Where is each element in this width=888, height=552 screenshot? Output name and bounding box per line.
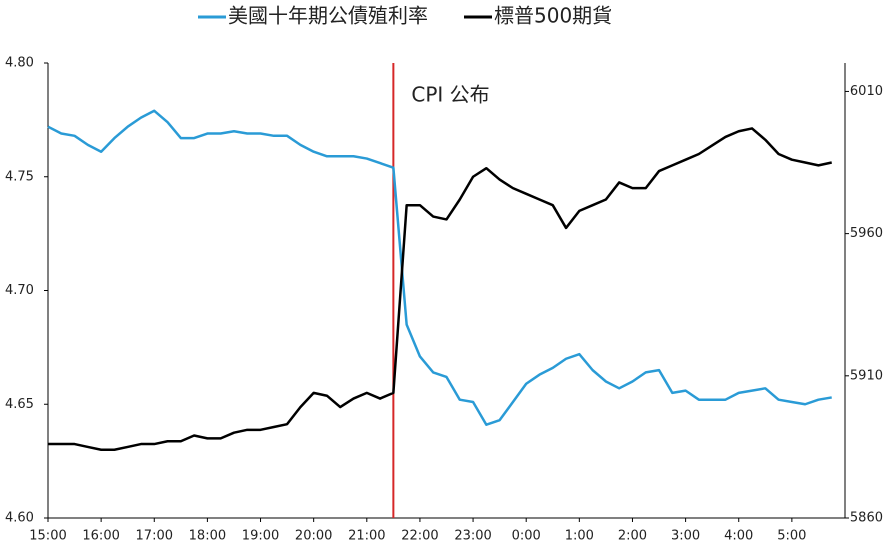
x-tick-label: 3:00: [671, 529, 700, 544]
x-tick-label: 17:00: [136, 529, 173, 544]
x-tick-label: 16:00: [82, 529, 119, 544]
y2-tick-label: 5960: [850, 226, 883, 241]
x-tick-label: 15:00: [29, 529, 66, 544]
series-line: [48, 127, 832, 451]
series-line: [47, 109, 832, 426]
x-tick-label: 0:00: [512, 529, 541, 544]
x-tick-label: 5:00: [777, 529, 806, 544]
x-tick-label: 1:00: [565, 529, 594, 544]
y-tick-label: 4.75: [5, 169, 34, 184]
y2-tick-label: 5910: [850, 368, 883, 383]
y-tick-label: 4.70: [5, 283, 34, 298]
y2-tick-label: 6010: [850, 84, 883, 99]
x-tick-label: 4:00: [724, 529, 753, 544]
y-tick-label: 4.65: [5, 397, 34, 412]
x-tick-label: 2:00: [618, 529, 647, 544]
x-tick-label: 18:00: [189, 529, 226, 544]
x-tick-label: 19:00: [242, 529, 279, 544]
legend: 美國十年期公債殖利率 標普500期貨: [198, 4, 612, 28]
legend-label: 美國十年期公債殖利率: [228, 4, 428, 28]
y-tick-label: 4.60: [5, 511, 34, 526]
legend-label: 標普500期貨: [494, 4, 612, 28]
annotation-text: CPI 公布: [411, 83, 489, 107]
x-tick-label: 22:00: [401, 529, 438, 544]
x-tick-label: 20:00: [295, 529, 332, 544]
y-tick-label: 4.80: [5, 56, 34, 71]
y2-tick-label: 5860: [850, 511, 883, 526]
x-tick-label: 23:00: [454, 529, 491, 544]
x-tick-label: 21:00: [348, 529, 385, 544]
